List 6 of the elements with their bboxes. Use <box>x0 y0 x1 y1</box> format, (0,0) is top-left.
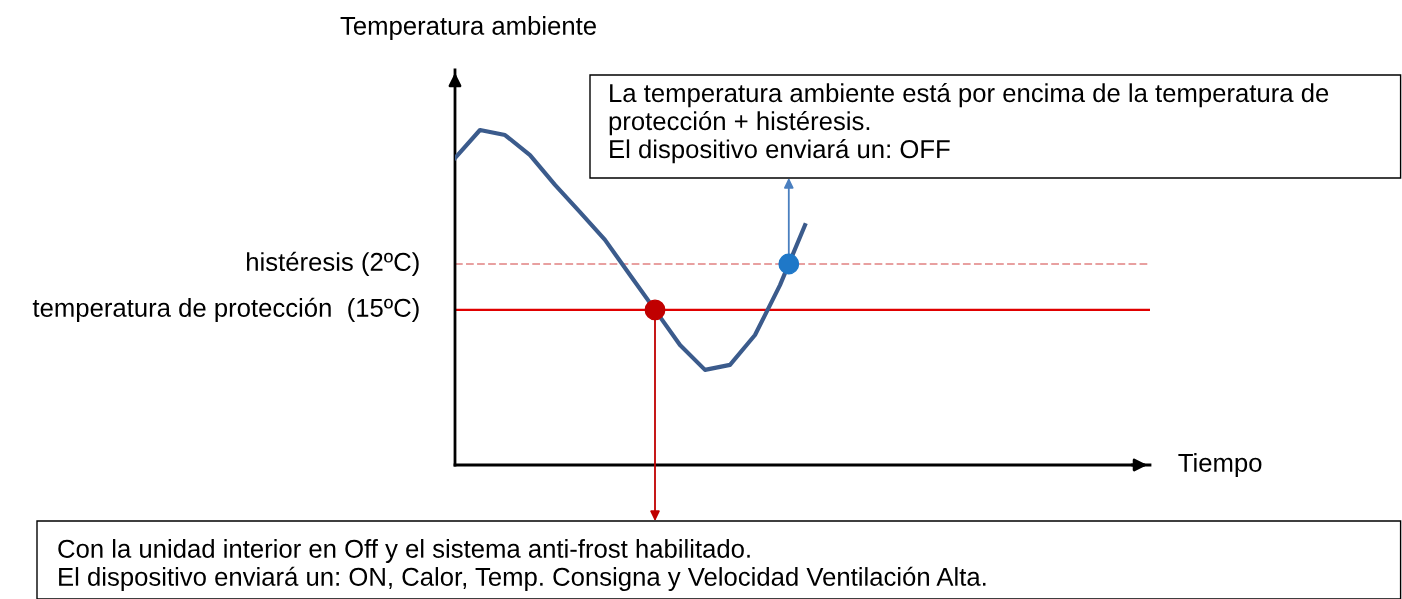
annotation: La temperatura ambiente está por encima de la temperatura de protección + histéresis. El dispositivo enviará un: OFF <box>609 83 1329 164</box>
text: Con la unidad interior en Off y el sistema anti-frost habilitado. El dispositivo enviará un: ON, Calor, Temp. Consigna y Velocidad Ventilación Alta. <box>58 539 986 591</box>
ref-line-label: histéresis (2ºC) <box>247 251 419 277</box>
text: Tiempo <box>1178 453 1262 477</box>
y-axis-title: Temperatura ambiente <box>340 16 596 40</box>
ref-line-label: temperatura de protección (15ºC) <box>32 297 419 323</box>
